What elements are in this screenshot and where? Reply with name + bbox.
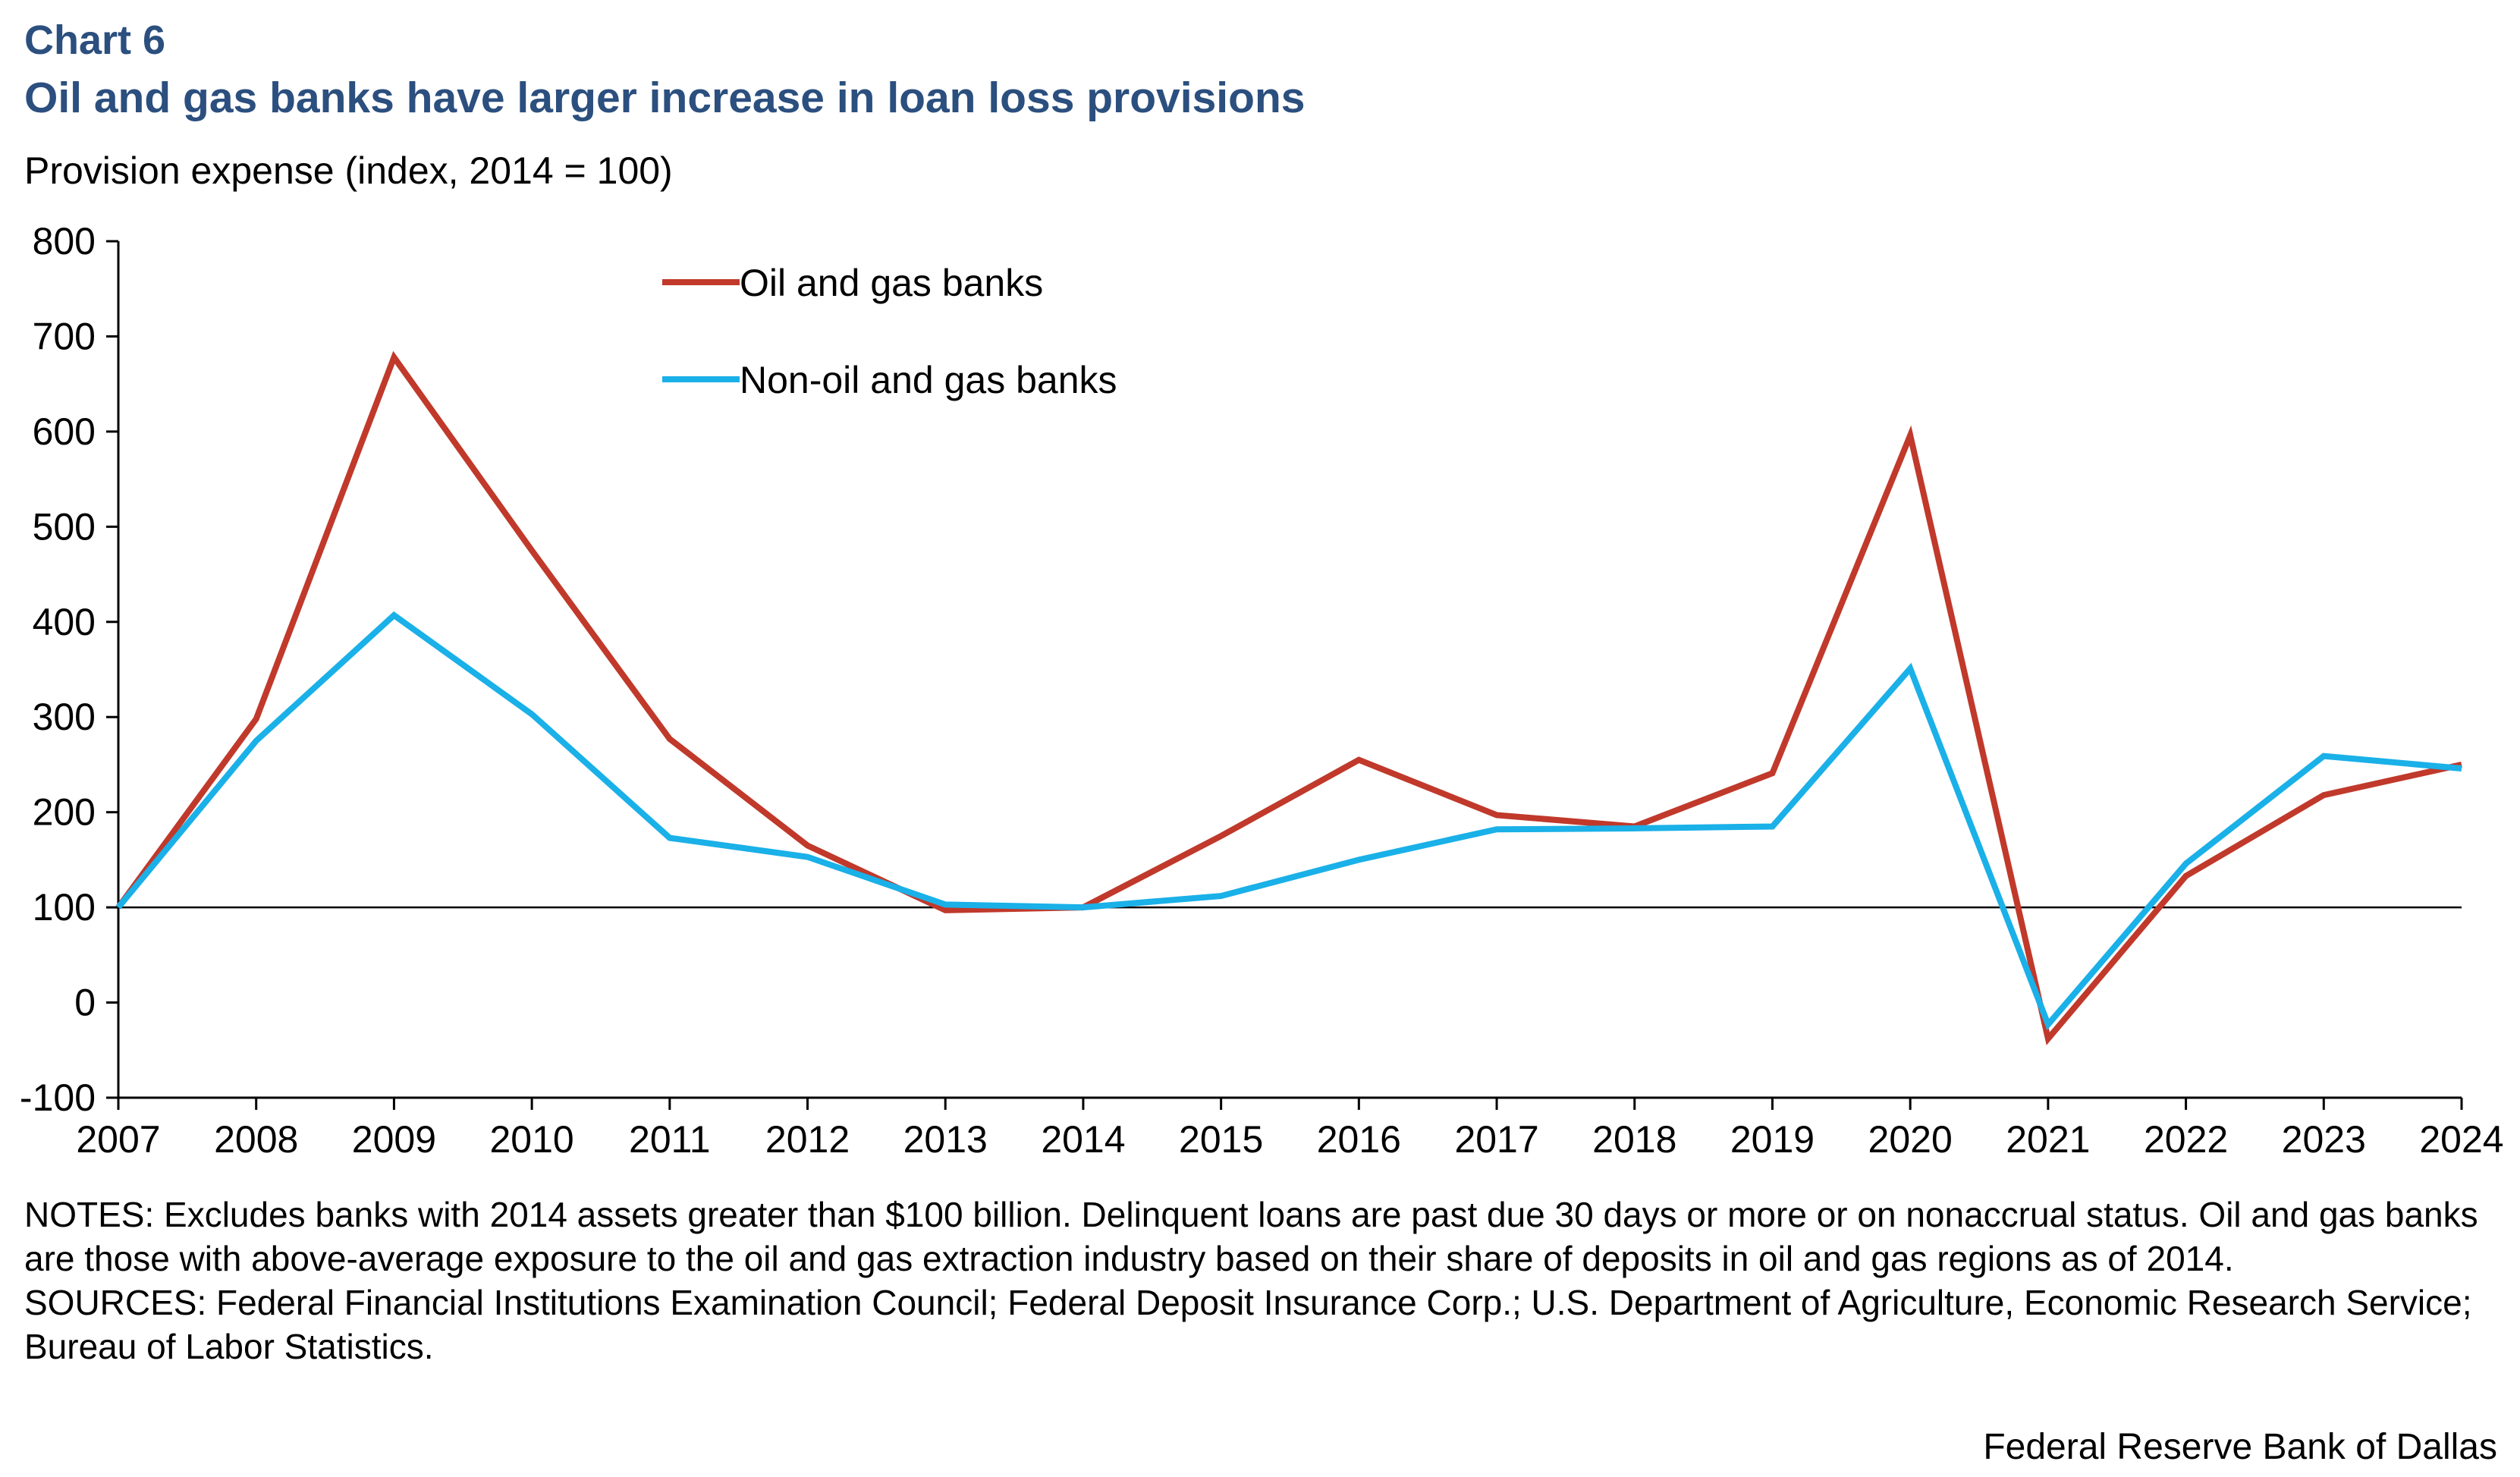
sources-text: SOURCES: Federal Financial Institutions … [24, 1283, 2472, 1366]
y-tick-label: 700 [33, 315, 96, 357]
x-tick-label: 2017 [1454, 1118, 1538, 1161]
y-tick-label: 300 [33, 696, 96, 738]
footer-credit: Federal Reserve Bank of Dallas [1983, 1427, 2497, 1467]
x-tick-label: 2009 [352, 1118, 436, 1161]
x-tick-label: 2020 [1868, 1118, 1953, 1161]
x-tick-label: 2012 [765, 1118, 850, 1161]
x-tick-label: 2021 [2006, 1118, 2090, 1161]
notes-text: NOTES: Excludes banks with 2014 assets g… [24, 1195, 2478, 1278]
x-tick-label: 2023 [2282, 1118, 2366, 1161]
x-tick-label: 2022 [2144, 1118, 2228, 1161]
x-tick-label: 2019 [1730, 1118, 1815, 1161]
y-tick-label: 200 [33, 791, 96, 834]
x-tick-label: 2010 [490, 1118, 574, 1161]
x-axis: 2007 2008 2009 2010 2011 2012 2013 2014 2015 2016… [76, 906, 2504, 1161]
x-tick-label: 2013 [903, 1118, 988, 1161]
series-line-oil-and-gas [115, 350, 2462, 1045]
x-tick-label: 2008 [214, 1118, 298, 1161]
y-tick-label: 0 [74, 982, 96, 1024]
x-tick-label: 2024 [2419, 1118, 2503, 1161]
y-tick-label: 600 [33, 410, 96, 453]
x-tick-label: 2011 [629, 1118, 711, 1161]
series-line-non-oil-and-gas [115, 611, 2462, 1031]
y-tick-label: 500 [33, 505, 96, 548]
y-axis-label: Provision expense (index, 2014 = 100) [24, 149, 673, 192]
notes-section: NOTES: Excludes banks with 2014 assets g… [24, 1193, 2490, 1369]
y-tick-label: -100 [20, 1076, 96, 1119]
series-lines [115, 350, 2462, 1045]
chart-title: Oil and gas banks have larger increase i… [24, 74, 1306, 122]
legend-label: Oil and gas banks [740, 262, 1043, 304]
x-tick-label: 2014 [1041, 1118, 1125, 1161]
x-tick-label: 2015 [1179, 1118, 1263, 1161]
y-axis: -100 0 100 200 300 400 500 600 700 800 [20, 220, 120, 1119]
x-tick-label: 2007 [76, 1118, 160, 1161]
legend: Oil and gas banks Non-oil and gas banks [662, 262, 1117, 401]
y-tick-label: 100 [33, 886, 96, 929]
y-tick-label: 800 [33, 220, 96, 262]
x-tick-label: 2016 [1317, 1118, 1401, 1161]
x-tick-label: 2018 [1592, 1118, 1676, 1161]
chart-label: Chart 6 [24, 17, 166, 63]
y-tick-label: 400 [33, 601, 96, 643]
legend-label: Non-oil and gas banks [740, 359, 1117, 401]
